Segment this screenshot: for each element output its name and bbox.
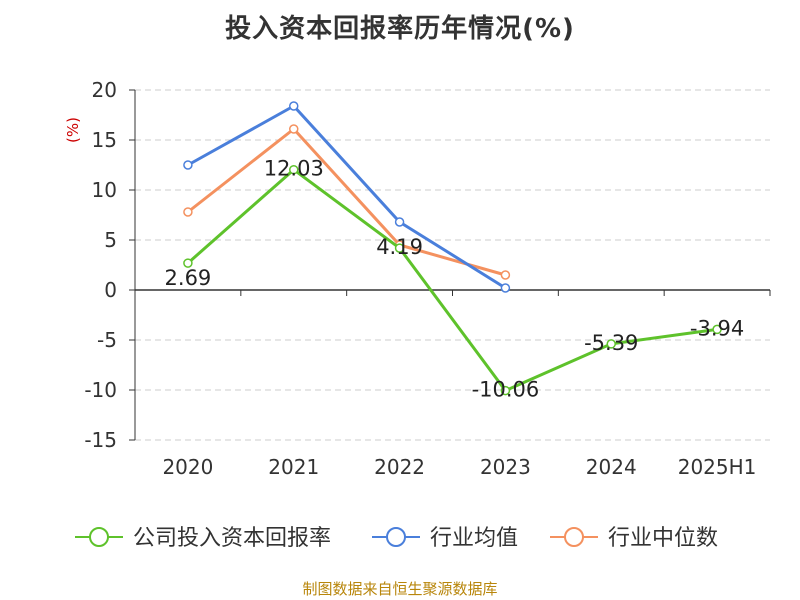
y-tick-label: -15: [84, 428, 117, 452]
data-point: [712, 324, 722, 335]
x-tick-label: 2025H1: [678, 455, 757, 479]
data-point: [500, 283, 511, 293]
legend-label: 行业中位数: [608, 526, 718, 551]
legend-marker: [89, 527, 109, 547]
y-tick-label: 0: [104, 278, 117, 302]
series-line: [186, 127, 506, 277]
y-tick-label: -10: [84, 378, 117, 402]
data-label: 4.19: [376, 235, 423, 259]
legend-label: 行业均值: [430, 526, 518, 551]
data-label: 12.03: [264, 157, 324, 181]
x-tick-label: 2020: [162, 455, 213, 479]
data-point: [289, 101, 299, 111]
data-point: [289, 124, 299, 134]
data-point: [394, 243, 405, 253]
source-note: 制图数据来自恒生聚源数据库: [302, 580, 498, 598]
y-tick-label: 5: [104, 228, 117, 252]
data-point: [183, 258, 193, 268]
chart-title: 投入资本回报率历年情况(%): [225, 14, 575, 44]
data-point: [183, 160, 193, 170]
y-tick-label: 20: [92, 78, 117, 102]
series-line: [186, 168, 718, 393]
legend-label: 公司投入资本回报率: [133, 526, 331, 551]
y-tick-label: -5: [97, 328, 117, 352]
legend-marker: [564, 527, 584, 547]
y-tick-label: 15: [92, 128, 117, 152]
data-point: [183, 207, 193, 217]
x-tick-label: 2023: [480, 455, 531, 479]
data-label: -5.39: [584, 331, 638, 355]
y-tick-label: 10: [92, 178, 117, 202]
data-point: [606, 339, 616, 349]
x-tick-label: 2024: [586, 455, 637, 479]
data-label: 2.69: [165, 266, 212, 290]
y-axis-label: (%): [64, 117, 82, 143]
x-tick-label: 2021: [268, 455, 319, 479]
data-point: [394, 217, 405, 227]
data-label: -3.94: [690, 316, 744, 340]
x-tick-label: 2022: [374, 455, 425, 479]
data-label: -10.06: [472, 378, 540, 402]
data-point: [500, 385, 511, 396]
series-line: [187, 104, 507, 290]
legend-marker: [386, 527, 406, 547]
data-point: [500, 270, 511, 280]
data-point: [289, 164, 299, 175]
